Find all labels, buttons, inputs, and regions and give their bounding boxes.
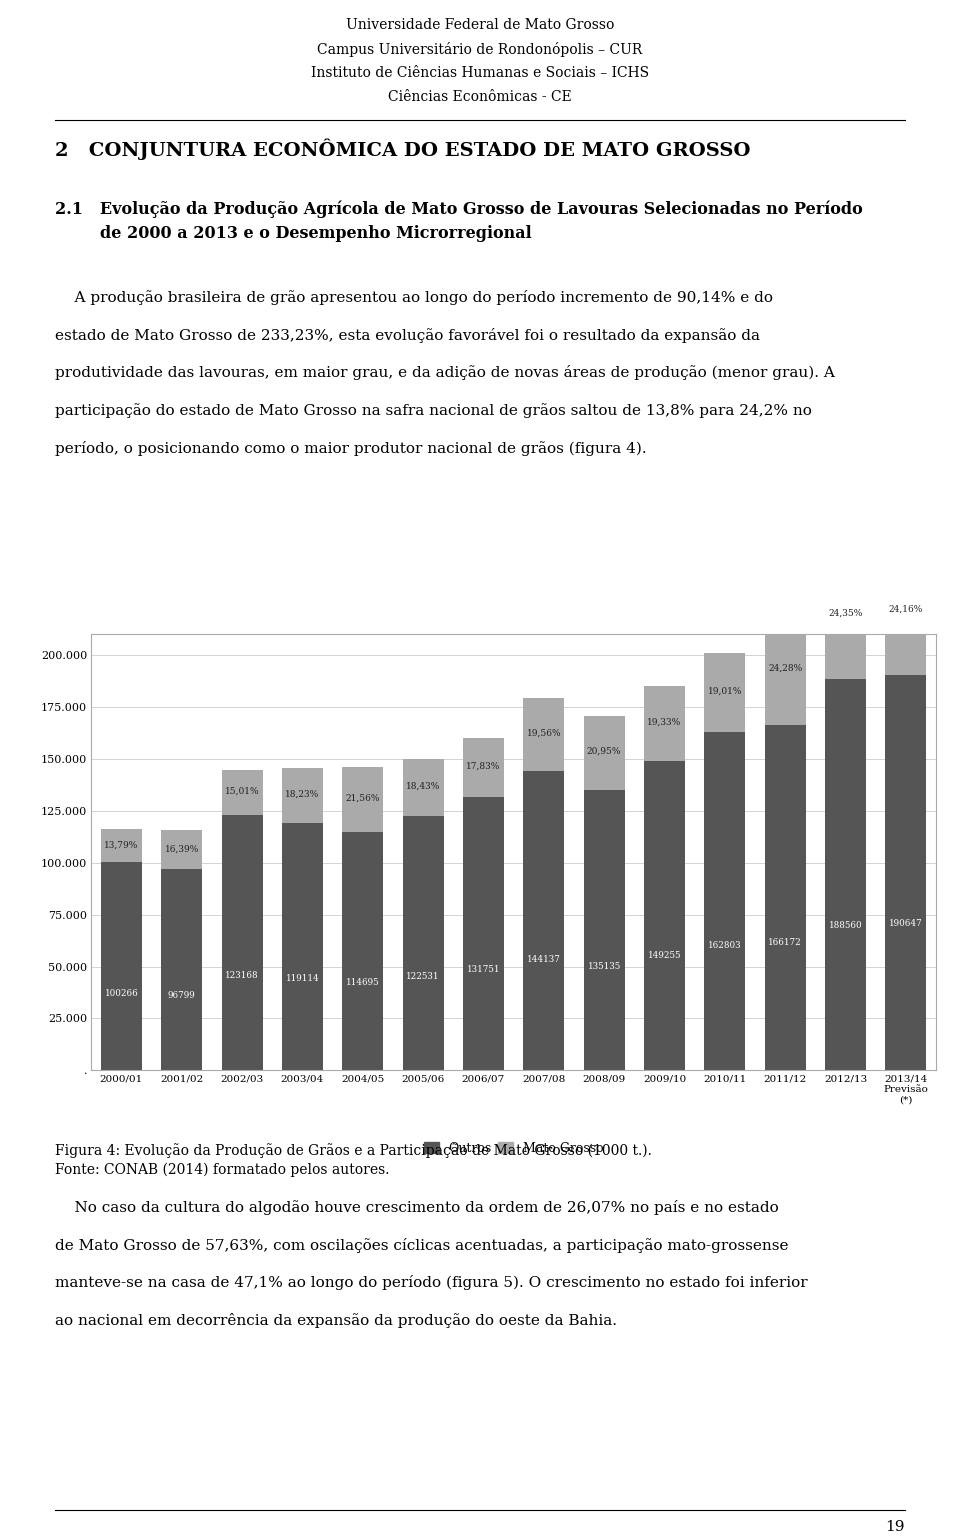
Bar: [161, 830, 203, 870]
Bar: [282, 768, 323, 822]
Text: Universidade Federal de Mato Grosso: Universidade Federal de Mato Grosso: [346, 18, 614, 32]
Text: Ciências Econômicas - CE: Ciências Econômicas - CE: [388, 89, 572, 103]
Text: de Mato Grosso de 57,63%, com oscilações cíclicas acentuadas, a participação mat: de Mato Grosso de 57,63%, com oscilações…: [55, 1238, 788, 1252]
Text: 13,79%: 13,79%: [105, 841, 138, 850]
Legend: Outros, Mato Grosso: Outros, Mato Grosso: [419, 1137, 609, 1160]
Bar: [885, 675, 926, 1070]
Bar: [584, 790, 625, 1070]
Text: 19,33%: 19,33%: [647, 718, 682, 727]
Bar: [342, 767, 383, 832]
Text: 24,35%: 24,35%: [828, 608, 863, 618]
Text: 21,56%: 21,56%: [346, 793, 380, 802]
Bar: [101, 829, 142, 862]
Text: 119114: 119114: [285, 975, 320, 984]
Text: de 2000 a 2013 e o Desempenho Microrregional: de 2000 a 2013 e o Desempenho Microrregi…: [100, 225, 532, 242]
Bar: [885, 548, 926, 675]
Text: Fonte: CONAB (2014) formatado pelos autores.: Fonte: CONAB (2014) formatado pelos auto…: [55, 1163, 390, 1178]
Text: 20,95%: 20,95%: [587, 747, 621, 756]
Bar: [402, 759, 444, 816]
Text: 24,16%: 24,16%: [889, 605, 923, 613]
Text: No caso da cultura do algodão houve crescimento da ordem de 26,07% no país e no : No caso da cultura do algodão houve cres…: [55, 1200, 779, 1215]
Bar: [644, 761, 685, 1070]
Bar: [222, 815, 263, 1070]
Text: 131751: 131751: [467, 964, 500, 973]
Text: 2   CONJUNTURA ECONÔMICA DO ESTADO DE MATO GROSSO: 2 CONJUNTURA ECONÔMICA DO ESTADO DE MATO…: [55, 139, 751, 160]
Text: 100266: 100266: [105, 989, 138, 998]
Bar: [523, 772, 564, 1070]
Text: 24,28%: 24,28%: [768, 664, 803, 673]
Text: manteve-se na casa de 47,1% ao longo do período (figura 5). O crescimento no est: manteve-se na casa de 47,1% ao longo do …: [55, 1275, 807, 1291]
Text: 19,56%: 19,56%: [526, 728, 561, 738]
Text: 190647: 190647: [889, 919, 923, 929]
Text: A produção brasileira de grão apresentou ao longo do período incremento de 90,14: A produção brasileira de grão apresentou…: [55, 290, 773, 305]
Text: período, o posicionando como o maior produtor nacional de grãos (figura 4).: período, o posicionando como o maior pro…: [55, 440, 647, 456]
Text: 18,23%: 18,23%: [285, 790, 320, 799]
Text: 19: 19: [885, 1520, 905, 1534]
Text: 166172: 166172: [768, 938, 802, 947]
Text: Campus Universitário de Rondonópolis – CUR: Campus Universitário de Rondonópolis – C…: [318, 42, 642, 57]
Bar: [161, 870, 203, 1070]
Bar: [705, 653, 745, 733]
Bar: [463, 738, 504, 796]
Text: 2.1   Evolução da Produção Agrícola de Mato Grosso de Lavouras Selecionadas no P: 2.1 Evolução da Produção Agrícola de Mat…: [55, 200, 863, 217]
Text: produtividade das lavouras, em maior grau, e da adição de novas áreas de produçã: produtividade das lavouras, em maior gra…: [55, 365, 835, 380]
Bar: [101, 862, 142, 1070]
Text: 96799: 96799: [168, 992, 196, 1001]
Bar: [523, 699, 564, 772]
Bar: [764, 614, 805, 725]
Bar: [463, 796, 504, 1070]
Bar: [222, 770, 263, 815]
Text: 188560: 188560: [828, 921, 862, 930]
Text: estado de Mato Grosso de 233,23%, esta evolução favorável foi o resultado da exp: estado de Mato Grosso de 233,23%, esta e…: [55, 328, 760, 343]
Bar: [584, 716, 625, 790]
Bar: [644, 687, 685, 761]
Text: 19,01%: 19,01%: [708, 687, 742, 696]
Text: 16,39%: 16,39%: [164, 844, 199, 853]
Text: 15,01%: 15,01%: [225, 787, 259, 796]
Bar: [282, 822, 323, 1070]
Text: 149255: 149255: [648, 952, 682, 961]
Bar: [825, 679, 866, 1070]
Text: 122531: 122531: [406, 972, 440, 981]
Text: 114695: 114695: [346, 978, 379, 987]
Bar: [402, 816, 444, 1070]
Text: 135135: 135135: [588, 962, 621, 972]
Bar: [825, 553, 866, 679]
Text: 123168: 123168: [226, 972, 259, 981]
Text: 18,43%: 18,43%: [406, 782, 441, 790]
Text: Figura 4: Evolução da Produção de Grãos e a Participação de Mato Grosso (1000 t.: Figura 4: Evolução da Produção de Grãos …: [55, 1143, 652, 1158]
Text: 162803: 162803: [708, 941, 742, 950]
Text: 17,83%: 17,83%: [467, 761, 500, 770]
Bar: [705, 733, 745, 1070]
Text: 144137: 144137: [527, 955, 561, 964]
Text: Instituto de Ciências Humanas e Sociais – ICHS: Instituto de Ciências Humanas e Sociais …: [311, 66, 649, 80]
Text: participação do estado de Mato Grosso na safra nacional de grãos saltou de 13,8%: participação do estado de Mato Grosso na…: [55, 403, 812, 417]
Text: ao nacional em decorrência da expansão da produção do oeste da Bahia.: ao nacional em decorrência da expansão d…: [55, 1314, 617, 1327]
Bar: [764, 725, 805, 1070]
Bar: [342, 832, 383, 1070]
